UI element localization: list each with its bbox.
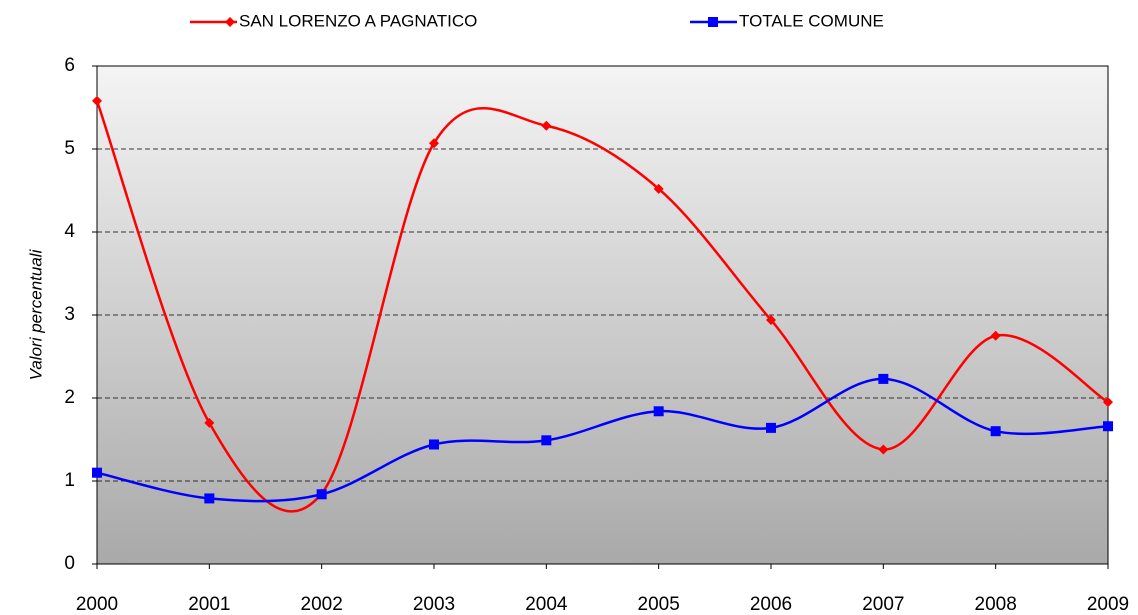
point <box>541 120 552 131</box>
y-tick-label: 6 <box>64 55 75 76</box>
point <box>204 417 215 428</box>
y-tick-label: 1 <box>64 470 75 491</box>
legend-marker <box>708 17 718 27</box>
point <box>990 330 1001 341</box>
point <box>878 444 889 455</box>
x-tick-label: 2006 <box>750 594 792 615</box>
point <box>653 183 664 194</box>
point <box>92 467 102 478</box>
x-tick-label: 2000 <box>76 594 118 615</box>
y-tick-label: 5 <box>64 138 75 159</box>
legend-marker <box>225 17 235 27</box>
x-tick-label: 2001 <box>188 594 230 615</box>
legend-label: TOTALE COMUNE <box>739 11 884 30</box>
point <box>1103 397 1113 408</box>
x-tick-label: 2008 <box>975 594 1017 615</box>
point <box>878 373 889 384</box>
x-tick-label: 2003 <box>413 594 455 615</box>
point <box>766 422 776 433</box>
x-tick-label: 2002 <box>301 594 343 615</box>
point <box>204 493 215 504</box>
y-tick-label: 3 <box>64 304 75 325</box>
y-axis-label: Valori percentuali <box>26 248 45 380</box>
y-tick-label: 4 <box>64 221 75 242</box>
y-tick-label: 2 <box>64 387 75 408</box>
y-tick-label: 0 <box>64 553 75 574</box>
x-tick-label: 2005 <box>638 594 680 615</box>
x-tick-label: 2007 <box>862 594 904 615</box>
series-line <box>96 377 1109 503</box>
legend-label: SAN LORENZO A PAGNATICO <box>239 11 477 30</box>
x-tick-label: 2004 <box>525 594 568 615</box>
point <box>1103 421 1113 432</box>
point <box>990 426 1001 437</box>
point <box>653 406 664 417</box>
point <box>766 314 776 325</box>
point <box>429 138 439 149</box>
point <box>316 489 327 500</box>
point <box>429 439 439 450</box>
point <box>92 95 102 106</box>
x-tick-label: 2009 <box>1087 594 1129 615</box>
point <box>541 435 552 446</box>
